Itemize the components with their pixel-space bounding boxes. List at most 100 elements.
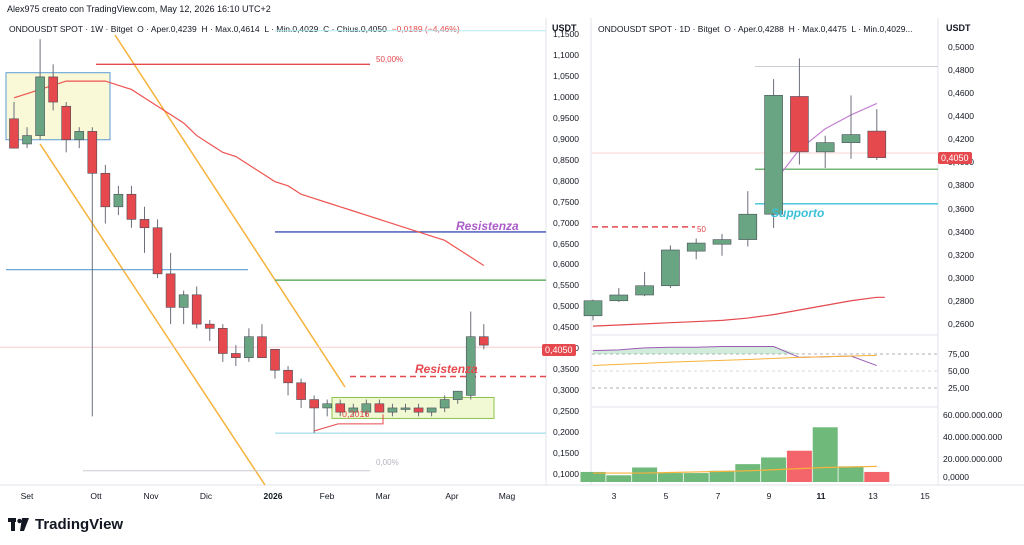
volume-bar	[683, 473, 709, 482]
left-candle-body	[413, 407, 424, 413]
left-legend-prefix: ONDOUSDT SPOT · 1W · Bitget	[9, 24, 133, 34]
volume-tick-label: 40.000.000.000	[943, 432, 1003, 442]
right-axis-unit: USDT	[946, 23, 971, 33]
left-y-tick-label: 0,1500	[553, 448, 579, 458]
header-credit: Alex975 creato con TradingView.com, May …	[7, 4, 271, 14]
left-candle-body	[165, 273, 176, 308]
left-legend-open: O · Aper.0,4239	[137, 24, 197, 34]
left-y-tick-label: 1,0000	[553, 91, 579, 102]
volume-bar	[786, 450, 812, 482]
volume-bar	[735, 464, 761, 482]
right-candle-body	[661, 249, 680, 287]
volume-bar	[606, 475, 632, 482]
right-y-tick-label: 0,4400	[948, 111, 974, 122]
left-y-tick-label: 0,6000	[553, 259, 579, 270]
rsi-tick-label: 50,00	[948, 366, 970, 376]
left-y-tick-label: 1,1500	[553, 29, 579, 39]
right-y-tick-label: 0,4600	[948, 88, 974, 99]
right-y-tick-label: 0,3400	[948, 226, 974, 237]
right-x-tick-label: 15	[920, 491, 930, 501]
right-legend-high: H · Max.0,4475	[788, 24, 847, 34]
rsi-ma-line	[592, 354, 877, 367]
right-chart-legend: ONDOUSDT SPOT · 1D · Bitget O · Aper.0,4…	[598, 24, 913, 34]
left-x-tick-label: Mag	[498, 491, 516, 501]
left-candle-body	[400, 407, 411, 410]
left-candle-body	[478, 336, 489, 346]
right-x-tick-label: 9	[766, 491, 772, 501]
right-candle-body	[635, 285, 654, 296]
left-candle-body	[218, 328, 228, 354]
volume-bar	[838, 466, 864, 482]
left-candle-body	[191, 294, 202, 325]
left-candle-body	[204, 323, 215, 329]
left-x-tick-label: Dic	[199, 491, 213, 501]
left-y-tick-label: 0,5500	[553, 280, 579, 291]
left-candle-body	[178, 294, 189, 308]
left-chart-legend: ONDOUSDT SPOT · 1W · Bitget O · Aper.0,4…	[9, 24, 460, 34]
volume-bar	[580, 471, 606, 482]
right-candle-body	[764, 95, 783, 215]
right-candle-body	[790, 96, 809, 153]
volume-bar	[812, 427, 838, 482]
right-y-tick-label: 0,5000	[948, 42, 974, 52]
left-legend-close: C · Chius.0,4050	[323, 24, 387, 34]
left-candle-body	[113, 193, 124, 208]
left-y-tick-label: 0,6500	[553, 238, 579, 249]
left-candle-body	[387, 407, 398, 413]
resistance-label-red: Resistenza	[415, 362, 478, 376]
right-candle-body	[712, 239, 732, 245]
left-candle-body	[348, 407, 359, 413]
left-x-tick-label: Set	[20, 491, 34, 501]
right-candle-body	[686, 242, 706, 252]
left-candle-body	[87, 131, 98, 174]
volume-tick-label: 60.000.000.000	[943, 410, 1003, 420]
left-candle-body	[139, 219, 150, 229]
right-y-tick-label: 0,4800	[948, 65, 974, 76]
right-long-ma	[592, 296, 885, 327]
right-y-tick-label: 0,3200	[948, 249, 974, 260]
left-y-tick-label: 1,0500	[553, 70, 579, 81]
tradingview-logo[interactable]: TradingView	[8, 516, 123, 533]
left-candle-body	[439, 399, 450, 409]
rsi-tick-label: 25,00	[948, 383, 970, 393]
right-legend-prefix: ONDOUSDT SPOT · 1D · Bitget	[598, 24, 720, 34]
right-candle-body	[815, 142, 835, 153]
left-candle-body	[48, 76, 58, 103]
left-candle-body	[231, 353, 241, 358]
left-candle-body	[270, 348, 280, 371]
left-candle-body	[374, 403, 385, 413]
right-x-tick-label: 5	[663, 491, 669, 501]
left-x-tick-label: Nov	[143, 491, 159, 501]
left-legend-change: −0,0189 (−4,46%)	[391, 24, 460, 34]
right-candle-body	[841, 134, 861, 143]
volume-bar	[632, 467, 658, 482]
left-axis-unit: USDT	[552, 23, 577, 33]
tradingview-logo-text: TradingView	[35, 516, 124, 533]
support-label: Supporto	[771, 206, 825, 220]
right-x-tick-label: 7	[715, 491, 721, 501]
right-legend-low: L · Min.0,4029...	[851, 24, 913, 34]
volume-tick-label: 0,0000	[943, 472, 969, 482]
left-y-tick-label: 0,2500	[553, 406, 579, 417]
left-x-tick-label: Apr	[445, 491, 459, 501]
left-y-tick-label: 0,9500	[553, 112, 579, 123]
right-candle-body	[738, 213, 758, 240]
low-callout-line	[314, 414, 384, 432]
left-y-tick-label: 0,8000	[553, 175, 579, 186]
left-candle-body	[22, 135, 32, 145]
left-candle-body	[152, 227, 163, 275]
left-x-tick-label: Feb	[319, 491, 335, 501]
left-candle-body	[283, 369, 293, 384]
volume-bar	[709, 470, 735, 482]
right-y-tick-label: 0,3800	[948, 180, 974, 191]
left-y-tick-label: 0,3000	[553, 385, 579, 396]
volume-bar	[864, 471, 890, 482]
right-y-tick-label: 0,3000	[948, 272, 974, 283]
left-legend-low: L · Min.0,4029	[264, 24, 319, 34]
right-last-price-tag: 0,4050	[938, 152, 972, 164]
left-candle-body	[322, 403, 333, 409]
left-moving-average	[13, 80, 485, 266]
left-candle-body	[309, 399, 319, 409]
low-price-label: 0,2016	[342, 409, 370, 419]
